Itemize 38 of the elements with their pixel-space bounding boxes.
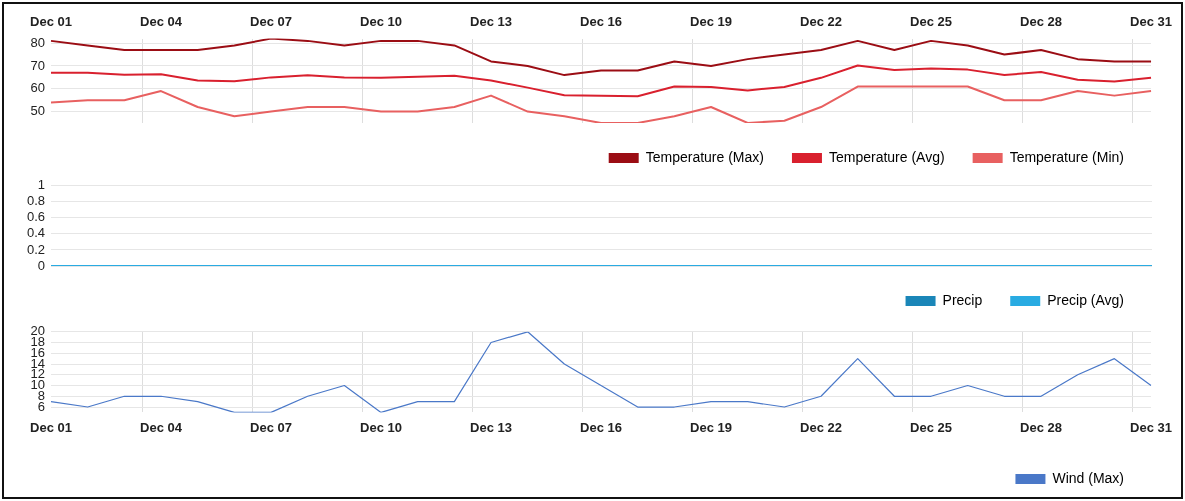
y-tick-label: 0.8 [26, 193, 45, 209]
x-tick-label: Dec 10 [360, 419, 402, 435]
legend-label: Temperature (Max) [645, 148, 764, 165]
y-tick-label: 0 [37, 257, 45, 273]
legend-label: Precip [942, 291, 983, 308]
legend-label: Wind (Max) [1052, 469, 1124, 486]
y-tick-label: 50 [30, 103, 45, 119]
x-tick-label: Dec 25 [910, 419, 952, 435]
x-tick-label: Dec 22 [800, 14, 842, 30]
x-tick-label: Dec 16 [580, 14, 622, 30]
x-tick-label: Dec 04 [140, 14, 183, 30]
legend-label: Temperature (Avg) [828, 148, 945, 165]
y-tick-label: 60 [30, 80, 45, 96]
x-tick-label: Dec 04 [140, 419, 183, 435]
x-tick-label: Dec 22 [800, 419, 842, 435]
x-tick-label: Dec 07 [250, 419, 292, 435]
x-tick-label: Dec 25 [910, 14, 952, 30]
y-tick-label: 0.4 [26, 225, 45, 241]
x-tick-label: Dec 16 [580, 419, 622, 435]
x-tick-label: Dec 31 [1130, 419, 1172, 435]
y-tick-label: 70 [30, 57, 45, 73]
x-tick-label: Dec 19 [690, 419, 732, 435]
x-tick-label: Dec 19 [690, 14, 732, 30]
x-tick-label: Dec 31 [1130, 14, 1172, 30]
x-tick-label: Dec 07 [250, 14, 292, 30]
x-tick-label: Dec 13 [470, 419, 512, 435]
x-tick-label: Dec 10 [360, 14, 402, 30]
legend-label: Temperature (Min) [1009, 148, 1125, 165]
y-tick-label: 80 [30, 34, 45, 50]
x-tick-label: Dec 01 [30, 14, 72, 30]
legend-label: Precip (Avg) [1047, 291, 1125, 308]
y-tick-label: 0.6 [26, 209, 45, 225]
y-tick-label: 0.2 [26, 241, 45, 257]
y-tick-label: 1 [37, 177, 45, 193]
x-tick-label: Dec 28 [1020, 419, 1062, 435]
x-tick-label: Dec 28 [1020, 14, 1062, 30]
x-tick-label: Dec 13 [470, 14, 512, 30]
x-tick-label: Dec 01 [30, 419, 72, 435]
